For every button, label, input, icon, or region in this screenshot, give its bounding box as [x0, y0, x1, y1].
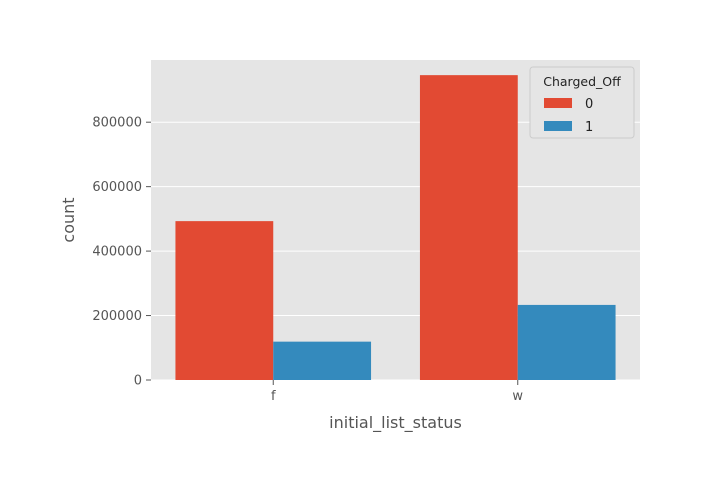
- legend-box: [529, 66, 635, 139]
- x-tick-label: w: [512, 389, 523, 404]
- y-tick-label: 400000: [92, 245, 142, 260]
- x-tick-label: f: [271, 389, 276, 404]
- legend-label-0: 0: [585, 97, 593, 112]
- y-tick-label: 0: [134, 374, 142, 389]
- bar-f-series-1: [273, 341, 372, 380]
- y-axis-title: count: [59, 197, 78, 242]
- bar-f-series-0: [175, 221, 274, 380]
- legend-swatch-0: [544, 98, 572, 108]
- y-tick-label: 200000: [92, 309, 142, 324]
- legend: Charged_Off 01: [529, 66, 635, 139]
- y-axis-ticks: 0 200000 400000 600000 800000: [92, 116, 151, 389]
- legend-swatch-1: [544, 121, 572, 131]
- legend-label-1: 1: [585, 120, 593, 135]
- bar-w-series-0: [419, 75, 518, 380]
- x-axis-title: initial_list_status: [329, 413, 462, 433]
- bar-w-series-1: [517, 304, 616, 380]
- legend-items: 01: [544, 97, 593, 135]
- y-tick-label: 800000: [92, 116, 142, 131]
- legend-title: Charged_Off: [543, 74, 621, 89]
- bars: [175, 75, 616, 380]
- y-tick-label: 600000: [92, 180, 142, 195]
